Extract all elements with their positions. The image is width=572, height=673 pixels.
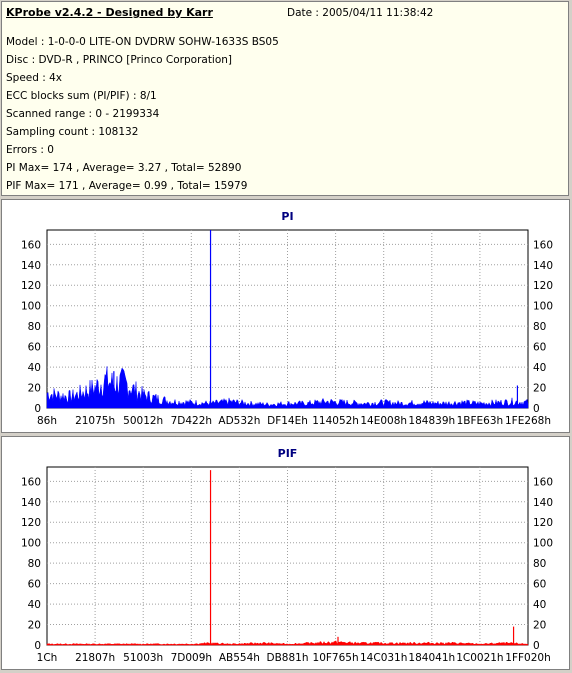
info-sampling: Sampling count : 108132 — [6, 126, 139, 138]
pif-xtick-label: AB554h — [219, 652, 260, 664]
pif-xtick-label: 1FF020h — [505, 652, 550, 664]
pi-xtick-label: DF14Eh — [267, 415, 308, 427]
pif-ytick-right: 40 — [533, 599, 546, 611]
pi-xtick-label: 1BFE63h — [457, 415, 504, 427]
pi-ytick-left: 80 — [28, 321, 41, 333]
info-pif-stats: PIF Max= 171 , Average= 0.99 , Total= 15… — [6, 180, 248, 192]
pi-chart-title: PI — [281, 210, 293, 223]
info-errors: Errors : 0 — [6, 144, 54, 156]
pi-xtick-label: 114052h — [312, 415, 359, 427]
pi-ytick-left: 120 — [21, 280, 41, 292]
info-model: Model : 1-0-0-0 LITE-ON DVDRW SOHW-1633S… — [6, 36, 279, 48]
pi-xtick-label: 86h — [37, 415, 57, 427]
info-speed: Speed : 4x — [6, 72, 63, 84]
pif-xtick-label: 21807h — [75, 652, 115, 664]
pif-ytick-left: 40 — [28, 599, 41, 611]
pif-xtick-label: 14C031h — [360, 652, 407, 664]
pi-xtick-label: 7D422h — [171, 415, 212, 427]
pi-chart: PI 0 0 20 20 40 40 60 60 80 80 100 100 120 120 140 140 16… — [21, 210, 553, 427]
pif-ytick-right: 140 — [533, 497, 553, 509]
pif-ytick-right: 0 — [533, 640, 540, 652]
info-panel: KProbe v2.4.2 - Designed by Karr Date : … — [1, 1, 569, 196]
pi-ytick-left: 20 — [28, 383, 41, 395]
pi-ytick-left: 140 — [21, 260, 41, 272]
pif-ytick-right: 160 — [533, 476, 553, 488]
pi-xtick-label: 1FE268h — [505, 415, 551, 427]
pi-ytick-right: 20 — [533, 383, 546, 395]
pi-chart-panel: PI 0 0 20 20 40 40 60 60 80 80 100 100 120 120 140 140 16… — [1, 199, 570, 433]
pif-ytick-left: 160 — [21, 476, 41, 488]
pif-plot-area — [46, 466, 529, 646]
pif-ytick-left: 100 — [21, 538, 41, 550]
pi-ytick-left: 0 — [34, 403, 41, 415]
pi-series-area — [46, 366, 529, 409]
pif-xtick-label: 10F765h — [313, 652, 359, 664]
pif-xtick-label: 1C0021h — [456, 652, 503, 664]
pif-ytick-left: 0 — [34, 640, 41, 652]
pi-xtick-label: AD532h — [218, 415, 260, 427]
pif-ytick-left: 140 — [21, 497, 41, 509]
pif-ytick-right: 120 — [533, 517, 553, 529]
pif-ytick-left: 120 — [21, 517, 41, 529]
pi-ytick-left: 100 — [21, 301, 41, 313]
pi-ytick-right: 140 — [533, 260, 553, 272]
pif-chart-title: PIF — [278, 447, 298, 460]
pif-series-area — [46, 640, 529, 646]
pif-ytick-right: 100 — [533, 538, 553, 550]
info-disc: Disc : DVD-R , PRINCO [Princo Corporatio… — [6, 54, 233, 66]
pi-ytick-right: 100 — [533, 301, 553, 313]
pi-ytick-left: 40 — [28, 362, 41, 374]
pi-xtick-label: 14E008h — [360, 415, 407, 427]
pif-chart-panel: PIF 0 0 20 20 40 40 60 60 80 80 100 100 120 120 140 140 1… — [1, 436, 570, 670]
pif-xtick-label: DB881h — [267, 652, 309, 664]
pi-plot-area — [46, 229, 529, 409]
pi-ytick-right: 0 — [533, 403, 540, 415]
app-title: KProbe v2.4.2 - Designed by Karr — [6, 6, 213, 19]
pif-ytick-right: 80 — [533, 558, 546, 570]
pif-ytick-right: 60 — [533, 579, 546, 591]
pi-ytick-right: 160 — [533, 239, 553, 251]
pif-ytick-left: 60 — [28, 579, 41, 591]
info-pi-stats: PI Max= 174 , Average= 3.27 , Total= 528… — [6, 162, 242, 174]
pi-ytick-right: 80 — [533, 321, 546, 333]
pi-xtick-label: 50012h — [123, 415, 163, 427]
pif-ytick-left: 20 — [28, 620, 41, 632]
pi-ytick-left: 160 — [21, 239, 41, 251]
pi-xtick-label: 21075h — [75, 415, 115, 427]
pif-xtick-label: 51003h — [123, 652, 163, 664]
pif-xtick-label: 1Ch — [37, 652, 58, 664]
pi-ytick-right: 120 — [533, 280, 553, 292]
pif-chart: PIF 0 0 20 20 40 40 60 60 80 80 100 100 120 120 140 140 1… — [21, 447, 553, 664]
pif-xtick-label: 184041h — [408, 652, 455, 664]
pif-ytick-right: 20 — [533, 620, 546, 632]
pi-ytick-right: 40 — [533, 362, 546, 374]
pif-ytick-left: 80 — [28, 558, 41, 570]
info-range: Scanned range : 0 - 2199334 — [6, 108, 160, 120]
pif-xtick-label: 7D009h — [171, 652, 212, 664]
pi-xtick-label: 184839h — [408, 415, 455, 427]
pi-ytick-right: 60 — [533, 342, 546, 354]
scan-date: Date : 2005/04/11 11:38:42 — [287, 7, 434, 19]
pi-ytick-left: 60 — [28, 342, 41, 354]
info-ecc: ECC blocks sum (PI/PIF) : 8/1 — [6, 90, 157, 102]
